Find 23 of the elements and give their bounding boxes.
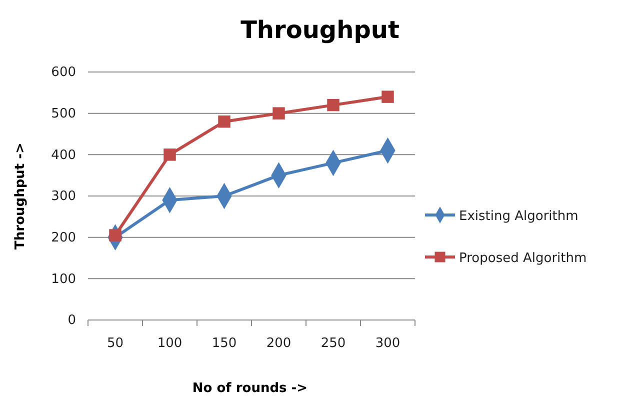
legend-label: Existing Algorithm: [459, 209, 578, 224]
x-tick-label: 100: [157, 336, 182, 352]
x-tick-label: 300: [375, 336, 400, 352]
x-tick-label: 150: [212, 336, 237, 352]
point: [327, 98, 340, 112]
x-axis-title: No of rounds ->: [192, 381, 308, 396]
y-tick-label: 500: [51, 106, 76, 122]
y-tick-label: 100: [51, 272, 76, 287]
y-tick-label: 0: [68, 313, 76, 328]
y-tick-label: 600: [51, 65, 76, 80]
y-tick-label: 200: [51, 230, 76, 246]
point: [218, 115, 230, 128]
point: [382, 90, 394, 103]
legend-label: Proposed Algorithm: [459, 251, 587, 266]
point: [164, 148, 176, 161]
x-tick-label: 250: [320, 336, 346, 352]
y-tick-label: 400: [51, 148, 76, 163]
x-tick-label: 50: [106, 336, 124, 352]
y-axis-title: Throughput ->: [13, 142, 28, 250]
point: [272, 107, 285, 120]
y-tick-label: 300: [51, 189, 76, 204]
x-tick-label: 200: [266, 336, 292, 352]
chart-title: Throughput: [240, 16, 400, 44]
